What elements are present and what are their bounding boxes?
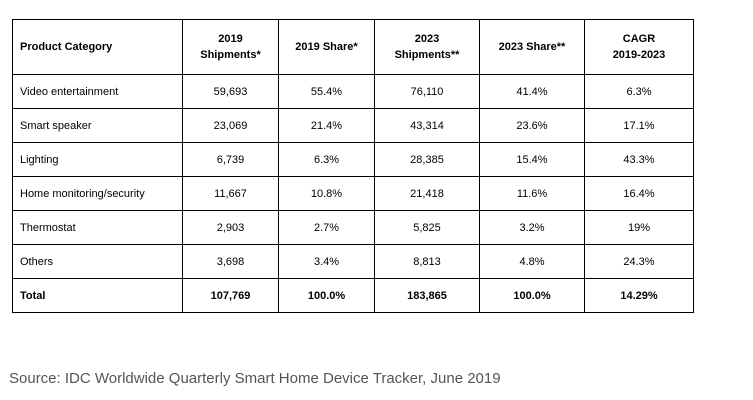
header-label: CAGR (622, 33, 656, 45)
cell-2019-shipments: 59,693 (182, 74, 279, 109)
table-row: Video entertainment 59,693 55.4% 76,110 … (12, 74, 694, 109)
table-row: Smart speaker 23,069 21.4% 43,314 23.6% … (12, 108, 694, 143)
cell-category: Thermostat (12, 210, 183, 245)
cell-2023-shipments: 21,418 (374, 176, 480, 211)
cell-2023-share: 11.6% (479, 176, 585, 211)
header-2023-share: 2023 Share** (479, 19, 585, 75)
cell-cagr: 19% (584, 210, 694, 245)
header-label: 2019 (218, 33, 243, 45)
cell-cagr: 16.4% (584, 176, 694, 211)
cell-total-2019-shipments: 107,769 (182, 278, 279, 313)
smart-home-shipments-table: Product Category 2019 Shipments* 2019 Sh… (12, 19, 694, 313)
cell-2023-share: 15.4% (479, 142, 585, 177)
header-label: 2023 Share** (498, 41, 566, 53)
cell-2019-share: 3.4% (278, 244, 375, 279)
header-cagr: CAGR 2019-2023 (584, 19, 694, 75)
cell-total-cagr: 14.29% (584, 278, 694, 313)
cell-category: Lighting (12, 142, 183, 177)
header-2023-shipments: 2023 Shipments** (374, 19, 480, 75)
cell-2023-shipments: 5,825 (374, 210, 480, 245)
cell-2019-share: 2.7% (278, 210, 375, 245)
cell-cagr: 6.3% (584, 74, 694, 109)
cell-2019-shipments: 23,069 (182, 108, 279, 143)
shipments-table-container: Product Category 2019 Shipments* 2019 Sh… (12, 19, 694, 313)
header-product-category: Product Category (12, 19, 183, 75)
table-header-row: Product Category 2019 Shipments* 2019 Sh… (12, 19, 694, 75)
cell-2019-shipments: 11,667 (182, 176, 279, 211)
cell-2019-share: 10.8% (278, 176, 375, 211)
cell-2023-shipments: 76,110 (374, 74, 480, 109)
header-label: Shipments** (394, 49, 460, 61)
cell-2019-share: 55.4% (278, 74, 375, 109)
cell-category: Home monitoring/security (12, 176, 183, 211)
cell-cagr: 24.3% (584, 244, 694, 279)
table-row: Thermostat 2,903 2.7% 5,825 3.2% 19% (12, 210, 694, 245)
table-row: Home monitoring/security 11,667 10.8% 21… (12, 176, 694, 211)
header-label: Product Category (20, 41, 113, 53)
header-label: 2019 Share* (295, 41, 358, 53)
cell-2023-share: 4.8% (479, 244, 585, 279)
header-label: Shipments* (200, 49, 261, 61)
cell-total-2023-shipments: 183,865 (374, 278, 480, 313)
cell-category: Smart speaker (12, 108, 183, 143)
header-2019-share: 2019 Share* (278, 19, 375, 75)
cell-2023-share: 3.2% (479, 210, 585, 245)
cell-2023-shipments: 8,813 (374, 244, 480, 279)
cell-2019-shipments: 6,739 (182, 142, 279, 177)
table-row: Lighting 6,739 6.3% 28,385 15.4% 43.3% (12, 142, 694, 177)
cell-total-label: Total (12, 278, 183, 313)
cell-cagr: 43.3% (584, 142, 694, 177)
cell-total-2019-share: 100.0% (278, 278, 375, 313)
table-row: Others 3,698 3.4% 8,813 4.8% 24.3% (12, 244, 694, 279)
cell-total-2023-share: 100.0% (479, 278, 585, 313)
cell-2023-shipments: 28,385 (374, 142, 480, 177)
cell-category: Others (12, 244, 183, 279)
cell-2023-shipments: 43,314 (374, 108, 480, 143)
cell-2019-share: 6.3% (278, 142, 375, 177)
cell-cagr: 17.1% (584, 108, 694, 143)
cell-2019-shipments: 2,903 (182, 210, 279, 245)
header-label: 2023 (414, 33, 440, 45)
header-label: 2019-2023 (612, 49, 666, 61)
cell-2023-share: 41.4% (479, 74, 585, 109)
source-caption: Source: IDC Worldwide Quarterly Smart Ho… (9, 370, 501, 387)
header-2019-shipments: 2019 Shipments* (182, 19, 279, 75)
table-total-row: Total 107,769 100.0% 183,865 100.0% 14.2… (12, 278, 694, 313)
cell-2019-share: 21.4% (278, 108, 375, 143)
cell-category: Video entertainment (12, 74, 183, 109)
cell-2023-share: 23.6% (479, 108, 585, 143)
cell-2019-shipments: 3,698 (182, 244, 279, 279)
